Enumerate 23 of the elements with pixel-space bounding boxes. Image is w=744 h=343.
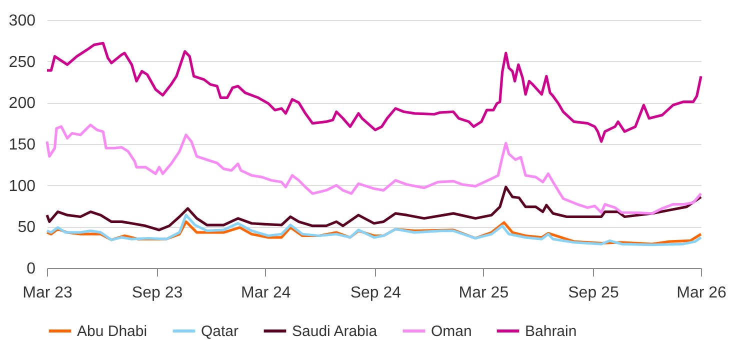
- x-tick-label: Mar 26: [676, 284, 726, 302]
- legend-label: Bahrain: [525, 323, 577, 340]
- y-tick-label: 50: [18, 219, 36, 236]
- line-series: [46, 214, 702, 246]
- x-tick-label: Sep 24: [350, 284, 402, 302]
- line-series: [46, 42, 702, 143]
- y-tick-label: 150: [8, 136, 36, 154]
- y-tick-label: 250: [8, 54, 36, 71]
- x-tick-label: Sep 25: [568, 284, 619, 302]
- line-series: [46, 186, 702, 232]
- y-tick-label: 300: [8, 12, 36, 30]
- x-tick-label: Sep 23: [132, 284, 183, 302]
- y-tick-label: 200: [8, 95, 36, 112]
- x-tick-label: Mar 24: [241, 284, 291, 302]
- x-tick-label: Mar 23: [22, 284, 72, 302]
- legend-label: Abu Dhabi: [77, 323, 148, 340]
- legend-label: Oman: [431, 323, 472, 340]
- line-series: [46, 124, 702, 215]
- legend-label: Saudi Arabia: [292, 323, 378, 340]
- y-tick-label: 100: [8, 178, 36, 195]
- y-tick-label: 0: [26, 260, 36, 278]
- x-tick-label: Mar 25: [458, 284, 509, 302]
- legend-label: Qatar: [201, 323, 239, 340]
